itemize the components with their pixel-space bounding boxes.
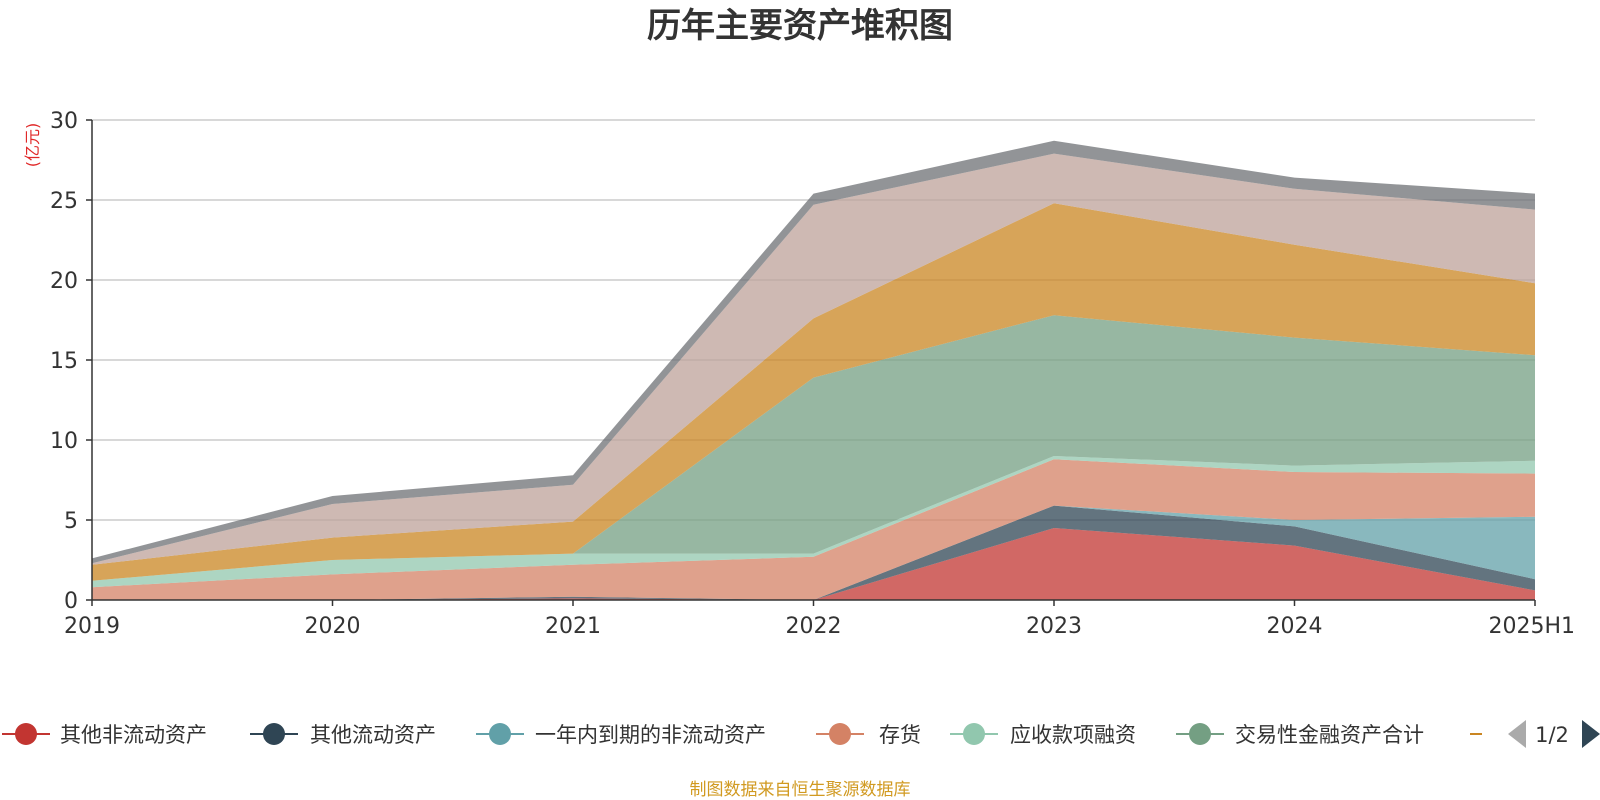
y-tick-label: 20 [50,269,78,294]
x-tick-label: 2021 [545,614,601,639]
chart-title: 历年主要资产堆积图 [647,6,953,46]
legend-circle-marker [1189,723,1211,745]
legend-label: 交易性金融资产合计 [1235,723,1424,747]
y-tick-label: 5 [64,509,78,534]
area-series-8[interactable] [92,140,1535,564]
area-series-7[interactable] [92,153,1535,565]
area-series-0[interactable] [92,528,1535,600]
legend-label: 其他非流动资产 [60,723,207,747]
legend-item-4[interactable]: 应收款项融资 [950,723,1136,747]
legend-next-page-icon[interactable] [1582,720,1600,748]
legend-label: 应收款项融资 [1010,723,1136,747]
y-tick-label: 10 [50,429,78,454]
legend-item-5[interactable]: 交易性金融资产合计 [1176,723,1424,747]
area-series-5[interactable] [92,315,1535,581]
axes: 0 5 10 15 20 25 30 2019 2020 2021 2022 2023 2024 2025… [50,109,1575,639]
y-tick-label: 15 [50,349,78,374]
x-tick-label: 2019 [64,614,120,639]
legend-prev-page-icon[interactable] [1508,720,1526,748]
legend-item-2[interactable]: 一年内到期的非流动资产 [476,723,766,747]
legend-circle-marker [15,723,37,745]
legend-label: 其他流动资产 [310,723,436,747]
x-tick-label: 2023 [1026,614,1082,639]
area-series-3[interactable] [92,459,1535,600]
legend-item-3[interactable]: 存货 [816,723,921,747]
area-series-1[interactable] [92,505,1535,600]
x-tick-label: 2022 [786,614,842,639]
legend-circle-marker [963,723,985,745]
legend-item-0[interactable]: 其他非流动资产 [2,723,207,747]
x-tick-label: 2020 [305,614,361,639]
legend-page-indicator: 1/2 [1535,723,1569,747]
y-tick-label: 0 [64,589,78,614]
area-series-6[interactable] [92,203,1535,581]
y-tick-label: 25 [50,189,78,214]
area-series-group [92,140,1535,600]
legend: 其他非流动资产 其他流动资产 一年内到期的非流动资产 存货 应收款项融资 交易性金融资产合… [2,720,1600,748]
area-series-4[interactable] [92,456,1535,588]
x-tick-label: 2024 [1267,614,1323,639]
legend-label: 存货 [879,723,921,747]
legend-circle-marker [263,723,285,745]
source-note: 制图数据来自恒生聚源数据库 [690,780,911,800]
legend-item-1[interactable]: 其他流动资产 [250,723,436,747]
legend-circle-marker [829,723,851,745]
legend-circle-marker [489,723,511,745]
x-tick-label: 2025H1 [1488,614,1575,639]
y-tick-label: 30 [50,109,78,134]
legend-label: 一年内到期的非流动资产 [535,723,766,747]
y-axis-unit-label: (亿元) [23,123,42,168]
